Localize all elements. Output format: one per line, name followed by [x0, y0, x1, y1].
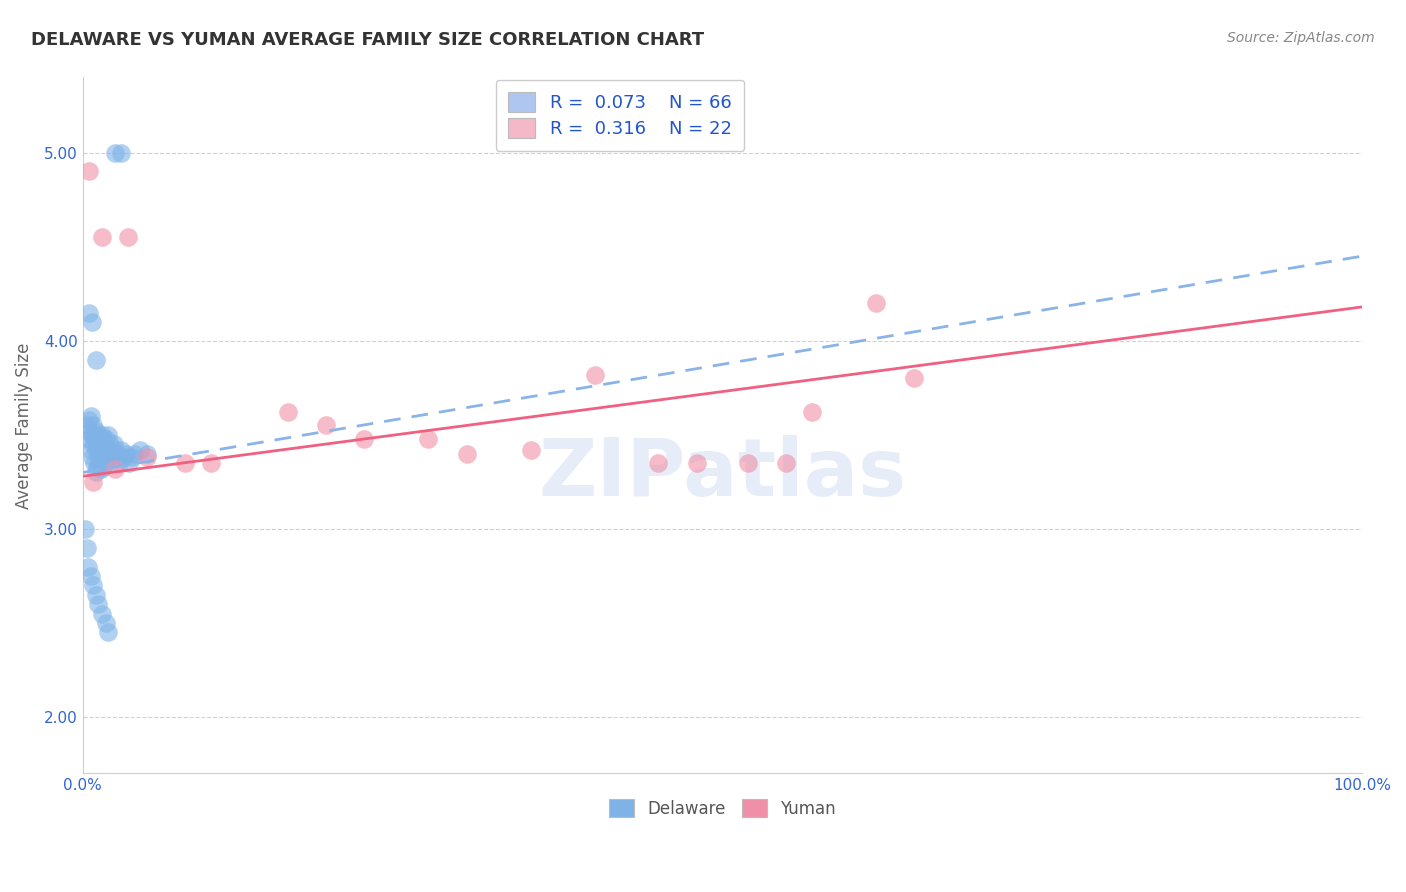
Y-axis label: Average Family Size: Average Family Size — [15, 343, 32, 508]
Point — [80, 450, 103, 465]
Point — [80, 427, 103, 442]
Point — [83, 432, 105, 446]
Text: DELAWARE VS YUMAN AVERAGE FAMILY SIZE CORRELATION CHART: DELAWARE VS YUMAN AVERAGE FAMILY SIZE CO… — [31, 31, 704, 49]
Point — [583, 368, 606, 382]
Point — [96, 442, 118, 457]
Point — [77, 424, 100, 438]
Point — [686, 456, 709, 470]
Point — [79, 442, 101, 457]
Point — [315, 418, 337, 433]
Point — [84, 442, 107, 457]
Point — [276, 405, 298, 419]
Point — [87, 427, 110, 442]
Point — [105, 447, 128, 461]
Point — [79, 569, 101, 583]
Point — [83, 456, 105, 470]
Point — [104, 145, 127, 160]
Point — [84, 352, 107, 367]
Point — [91, 432, 114, 446]
Point — [97, 427, 120, 442]
Point — [200, 456, 222, 470]
Point — [76, 418, 98, 433]
Point — [94, 615, 117, 630]
Point — [84, 424, 107, 438]
Point — [737, 456, 759, 470]
Point — [100, 442, 122, 457]
Point — [103, 437, 125, 451]
Point — [93, 437, 115, 451]
Point — [418, 432, 440, 446]
Point — [101, 447, 124, 461]
Point — [82, 578, 104, 592]
Point — [97, 450, 120, 465]
Point — [80, 315, 103, 329]
Point — [86, 437, 108, 451]
Point — [84, 466, 107, 480]
Point — [104, 442, 127, 457]
Point — [122, 447, 145, 461]
Point — [647, 456, 669, 470]
Point — [97, 625, 120, 640]
Point — [91, 607, 114, 621]
Point — [91, 450, 114, 465]
Point — [519, 442, 541, 457]
Text: ZIPatlas: ZIPatlas — [538, 435, 907, 513]
Point — [89, 432, 111, 446]
Point — [91, 230, 114, 244]
Point — [75, 522, 97, 536]
Point — [82, 475, 104, 489]
Point — [120, 450, 142, 465]
Point — [353, 432, 375, 446]
Text: Source: ZipAtlas.com: Source: ZipAtlas.com — [1227, 31, 1375, 45]
Point — [89, 450, 111, 465]
Point — [77, 305, 100, 319]
Point — [82, 418, 104, 433]
Point — [107, 456, 129, 470]
Point — [91, 427, 114, 442]
Point — [98, 437, 121, 451]
Point — [115, 447, 138, 461]
Point — [456, 447, 478, 461]
Point — [79, 409, 101, 423]
Point — [135, 447, 157, 461]
Point — [86, 459, 108, 474]
Point — [77, 559, 100, 574]
Point — [90, 461, 112, 475]
Point — [91, 459, 114, 474]
Point — [800, 405, 823, 419]
Point — [94, 450, 117, 465]
Point — [775, 456, 797, 470]
Point — [118, 456, 141, 470]
Point — [87, 447, 110, 461]
Point — [110, 442, 132, 457]
Point — [112, 450, 135, 465]
Point — [77, 164, 100, 178]
Point — [110, 145, 132, 160]
Point — [87, 597, 110, 611]
Point — [82, 437, 104, 451]
Point — [174, 456, 197, 470]
Legend: Delaware, Yuman: Delaware, Yuman — [602, 793, 842, 824]
Point — [76, 541, 98, 555]
Point — [129, 442, 152, 457]
Point — [89, 456, 111, 470]
Point — [105, 450, 128, 465]
Point — [865, 296, 887, 310]
Point — [117, 230, 139, 244]
Point — [135, 450, 157, 465]
Point — [90, 437, 112, 451]
Point — [903, 371, 925, 385]
Point — [94, 432, 117, 446]
Point — [77, 413, 100, 427]
Point — [84, 588, 107, 602]
Point — [104, 461, 127, 475]
Point — [77, 432, 100, 446]
Point — [93, 456, 115, 470]
